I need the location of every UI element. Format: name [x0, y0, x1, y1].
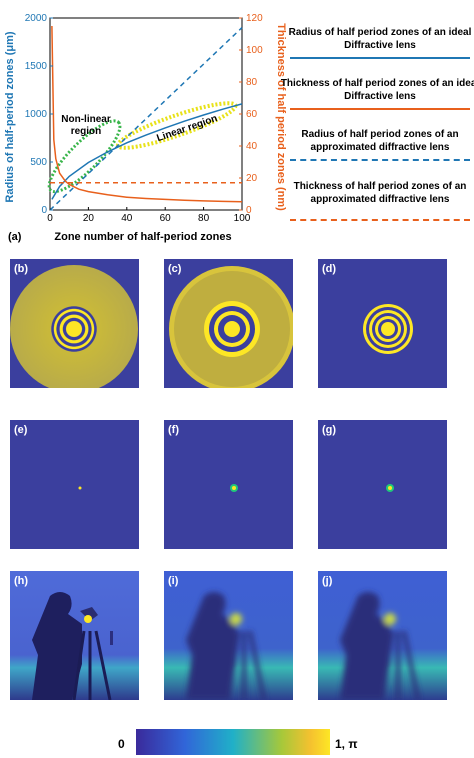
- panel-h: (h): [10, 571, 139, 700]
- panel-j: (j): [318, 571, 447, 700]
- x-tick-label: 20: [83, 213, 95, 224]
- y-right-tick-label: 80: [246, 77, 258, 88]
- y-right-tick-label: 100: [246, 45, 263, 56]
- zone-plate-approx: [363, 304, 413, 354]
- panel-g-label: (g): [322, 424, 337, 436]
- x-tick-label: 80: [198, 213, 210, 224]
- y-left-axis-label: Radius of half-period zones (μm): [4, 31, 16, 202]
- legend-line-3: [290, 159, 470, 161]
- panel-c: (c): [164, 259, 293, 388]
- annotation-nonlinear: Non-linear region: [61, 114, 111, 137]
- panel-a-label: (a): [8, 231, 22, 243]
- y-left-tick-label: 0: [41, 205, 47, 216]
- y-right-tick-label: 120: [246, 13, 263, 24]
- legend-line-4: [290, 219, 470, 221]
- legend-line-2: [290, 108, 470, 110]
- y-right-tick-label: 60: [246, 109, 258, 120]
- cameraman-image-j: [318, 571, 447, 700]
- cameraman-image-i: [164, 571, 293, 700]
- y-right-axis-label: Thickness of half period zones (nm): [275, 23, 287, 211]
- panel-d: (d): [318, 259, 447, 388]
- focal-spot-g: [386, 484, 394, 492]
- panel-b-label: (b): [14, 263, 29, 275]
- colorbar-min-label: 0: [118, 737, 125, 751]
- panel-i-label: (i): [168, 575, 179, 587]
- panel-e-label: (e): [14, 424, 28, 436]
- y-left-tick-label: 500: [30, 157, 47, 168]
- series-line-1: [51, 103, 243, 200]
- zone-plate-dense: [10, 265, 138, 388]
- y-right-tick-label: 20: [246, 173, 258, 184]
- x-axis-label: Zone number of half-period zones: [54, 231, 231, 243]
- panel-b: (b): [10, 259, 139, 388]
- y-left-tick-label: 1500: [25, 61, 48, 72]
- panel-e: (e): [10, 420, 139, 549]
- legend-entry-3: Radius of half period zones of an approx…: [301, 129, 459, 153]
- legend-line-1: [290, 57, 470, 59]
- x-tick-label: 40: [121, 213, 133, 224]
- colorbar: [136, 729, 330, 755]
- legend-entry-1: Radius of half period zones of an ideal …: [288, 27, 472, 51]
- focal-spot-e: [78, 486, 82, 490]
- x-tick-label: 100: [234, 213, 251, 224]
- panel-h-label: (h): [14, 575, 29, 587]
- focal-spot-f: [230, 484, 238, 492]
- colorbar-max-label: 1, π: [335, 737, 358, 751]
- x-tick-label: 60: [160, 213, 172, 224]
- panel-j-label: (j): [322, 575, 333, 587]
- series-line-2: [51, 25, 243, 203]
- panel-f-label: (f): [168, 424, 179, 436]
- panel-d-label: (d): [322, 263, 337, 275]
- y-right-tick-label: 40: [246, 141, 258, 152]
- panel-c-label: (c): [168, 263, 182, 275]
- y-left-tick-label: 1000: [25, 109, 48, 120]
- y-right-tick-label: 0: [246, 205, 252, 216]
- legend-entry-2: Thickness of half period zones of an ide…: [280, 78, 474, 102]
- panel-g: (g): [318, 420, 447, 549]
- nonlinear-region-ellipse: [47, 119, 122, 194]
- legend-entry-4: Thickness of half period zones of an app…: [293, 181, 467, 205]
- series-line-3: [49, 27, 243, 211]
- zone-plate-ideal: [169, 266, 293, 388]
- y-left-tick-label: 2000: [25, 13, 48, 24]
- cameraman-image-h: [10, 571, 139, 700]
- zones-chart: 0 20 40 60 80 1000500100015002000020406080100…: [4, 13, 287, 243]
- x-tick-label: 0: [47, 213, 53, 224]
- panel-i: (i): [164, 571, 293, 700]
- panel-f: (f): [164, 420, 293, 549]
